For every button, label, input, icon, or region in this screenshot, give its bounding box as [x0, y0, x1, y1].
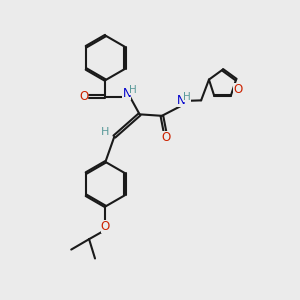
Text: O: O	[79, 90, 88, 103]
Text: O: O	[162, 131, 171, 144]
Text: N: N	[122, 87, 131, 100]
Text: H: H	[183, 92, 191, 101]
Text: H: H	[101, 127, 110, 137]
Text: H: H	[129, 85, 136, 95]
Text: O: O	[233, 82, 243, 96]
Text: O: O	[101, 220, 110, 233]
Text: N: N	[176, 94, 185, 107]
